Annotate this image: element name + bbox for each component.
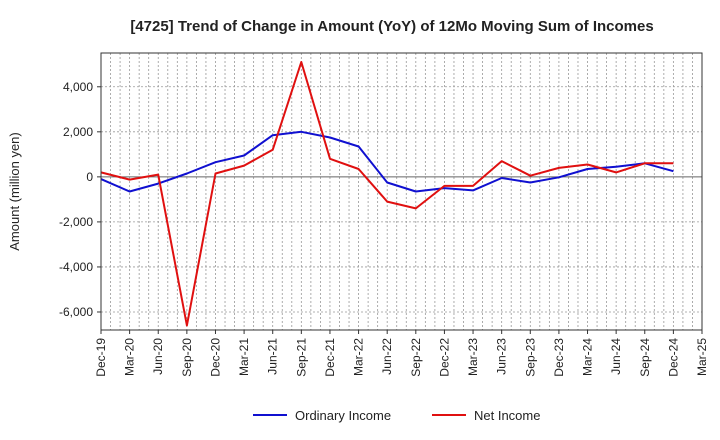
y-tick-label: -2,000 <box>59 215 93 229</box>
x-tick-label: Sep-22 <box>409 338 423 377</box>
series-line-ordinary-income <box>100 130 674 193</box>
x-tick-label: Dec-24 <box>666 338 680 377</box>
legend-label: Net Income <box>474 408 540 423</box>
x-tick-label: Mar-21 <box>237 338 251 376</box>
x-tick-label: Sep-24 <box>638 338 652 377</box>
x-tick-label: Jun-23 <box>495 338 509 375</box>
x-tick-label: Sep-20 <box>180 338 194 377</box>
x-tick-label: Jun-22 <box>380 338 394 375</box>
x-tick-label: Dec-23 <box>552 338 566 377</box>
y-axis-label: Amount (million yen) <box>7 132 22 251</box>
grid <box>100 53 703 330</box>
legend: Ordinary Income Net Income <box>253 408 540 423</box>
x-axis-ticks: Dec-19 Mar-20 Jun-20 Sep-20 Dec-20 Mar-21 Jun-… <box>94 330 709 377</box>
x-tick-label: Dec-22 <box>437 338 451 377</box>
x-tick-label: Dec-19 <box>94 338 108 377</box>
x-tick-label: Mar-20 <box>123 338 137 376</box>
x-tick-label: Sep-23 <box>523 338 537 377</box>
legend-label: Ordinary Income <box>295 408 391 423</box>
x-tick-label: Mar-25 <box>695 338 709 376</box>
x-tick-label: Jun-20 <box>151 338 165 375</box>
x-tick-label: Sep-21 <box>294 338 308 377</box>
x-tick-label: Dec-20 <box>208 338 222 377</box>
series-line-net-income <box>100 61 674 327</box>
x-tick-label: Mar-24 <box>581 338 595 376</box>
chart-title: [4725] Trend of Change in Amount (YoY) o… <box>130 18 653 35</box>
y-tick-label: -6,000 <box>59 305 93 319</box>
y-tick-label: 0 <box>86 170 93 184</box>
y-tick-label: -4,000 <box>59 260 93 274</box>
x-tick-label: Mar-22 <box>352 338 366 376</box>
y-axis-ticks: -6,000 -4,000 -2,000 0 2,000 4,000 <box>59 80 101 319</box>
x-tick-label: Jun-21 <box>266 338 280 375</box>
x-tick-label: Mar-23 <box>466 338 480 376</box>
y-tick-label: 4,000 <box>63 80 93 94</box>
plot-frame <box>100 52 703 331</box>
y-tick-label: 2,000 <box>63 125 93 139</box>
x-tick-label: Dec-21 <box>323 338 337 377</box>
x-tick-label: Jun-24 <box>609 338 623 375</box>
series-group <box>100 61 674 327</box>
